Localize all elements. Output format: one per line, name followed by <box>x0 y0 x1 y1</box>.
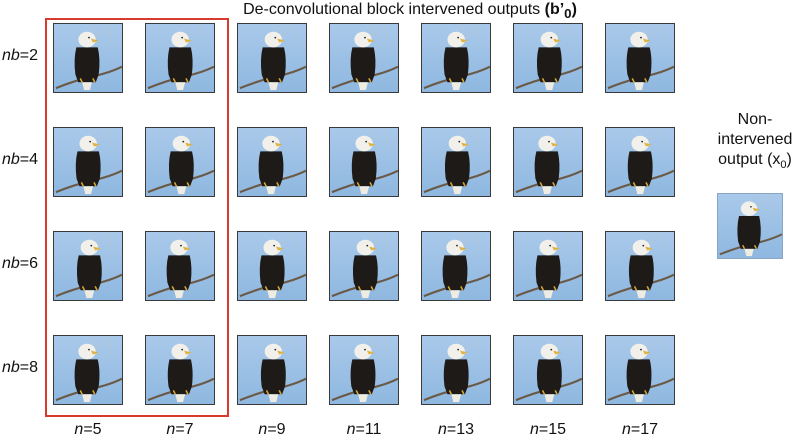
output-image <box>329 335 399 405</box>
output-image <box>145 23 215 93</box>
column-label: n=11 <box>346 421 382 438</box>
output-image <box>421 127 491 197</box>
row-label: nb=8 <box>2 359 39 376</box>
output-image <box>329 23 399 93</box>
output-image <box>237 127 307 197</box>
output-image <box>237 23 307 93</box>
column-label: n=15 <box>529 421 567 438</box>
row-label: nb=4 <box>2 151 39 168</box>
output-image <box>53 23 123 93</box>
output-image <box>421 335 491 405</box>
output-image <box>145 231 215 301</box>
output-image <box>329 127 399 197</box>
column-label: n=7 <box>166 421 194 438</box>
row-label: nb=6 <box>2 255 39 272</box>
output-image <box>421 23 491 93</box>
column-label: n=17 <box>621 421 659 438</box>
output-image <box>605 335 675 405</box>
output-image <box>329 231 399 301</box>
output-image <box>513 231 583 301</box>
output-image <box>53 231 123 301</box>
output-image <box>605 23 675 93</box>
output-image <box>237 335 307 405</box>
output-image <box>513 335 583 405</box>
output-image <box>53 127 123 197</box>
non-intervened-image <box>717 193 783 259</box>
side-label: Non- intervened output (x0) <box>717 111 793 172</box>
column-label: n=13 <box>437 421 475 438</box>
output-image <box>145 335 215 405</box>
output-image <box>53 335 123 405</box>
output-image <box>237 231 307 301</box>
row-label: nb=2 <box>2 47 39 64</box>
highlight-box <box>45 18 229 417</box>
column-label: n=9 <box>258 421 286 438</box>
output-image <box>421 231 491 301</box>
output-image <box>513 127 583 197</box>
output-image <box>513 23 583 93</box>
figure-title: De-convolutional block intervened output… <box>243 1 577 22</box>
column-label: n=5 <box>74 421 102 438</box>
output-image <box>605 127 675 197</box>
output-image <box>145 127 215 197</box>
output-image <box>605 231 675 301</box>
